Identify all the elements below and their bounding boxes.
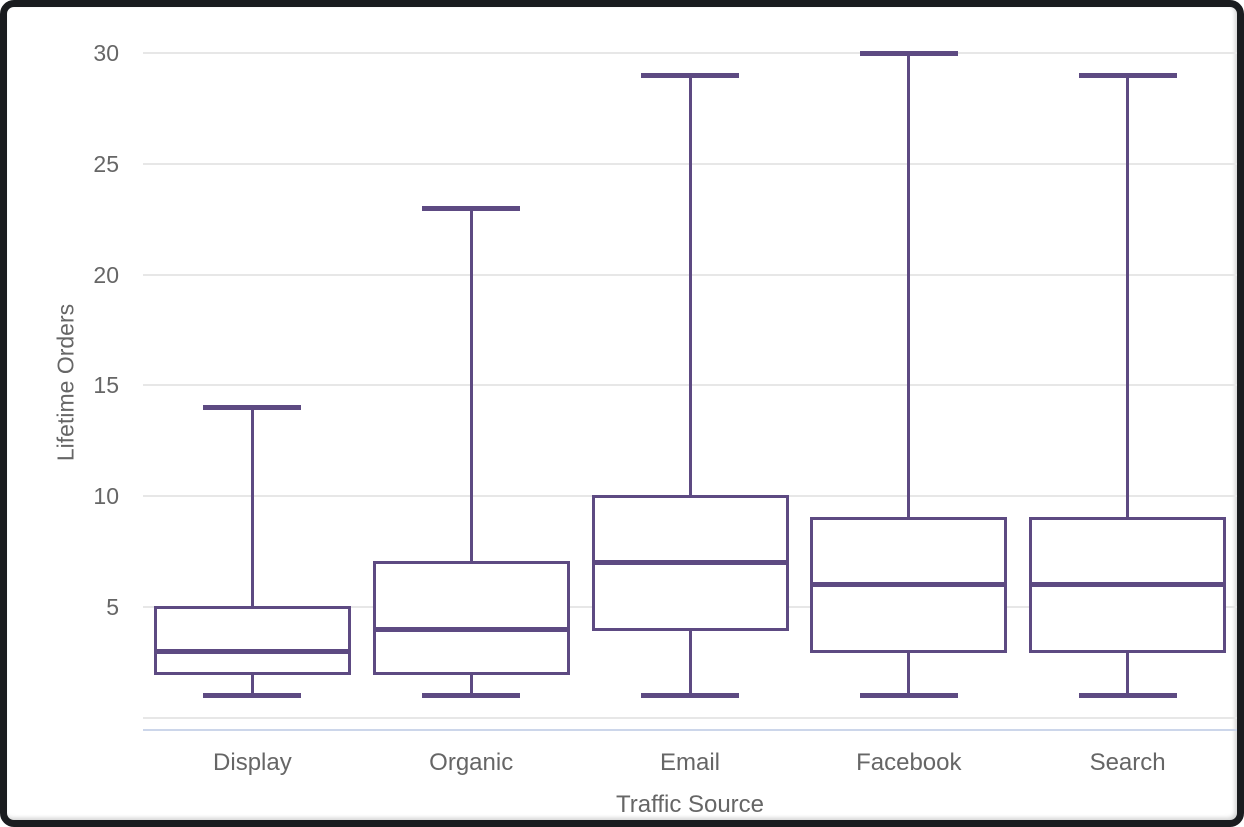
category-label-facebook: Facebook [856, 749, 962, 776]
x-axis-title: Traffic Source [615, 791, 765, 818]
whisker-cap-min-search [1078, 693, 1177, 699]
whisker-upper-display [250, 407, 254, 608]
whisker-cap-min-facebook [859, 693, 958, 699]
median-line-email [591, 560, 789, 566]
whisker-upper-organic [469, 208, 473, 563]
boxplot-email[interactable] [7, 7, 1237, 820]
category-label-display: Display [213, 749, 292, 776]
whisker-cap-max-email [641, 72, 739, 78]
y-tick-label-30: 30 [93, 40, 119, 66]
y-tick-label-25: 25 [93, 150, 119, 177]
whisker-lower-organic [469, 673, 473, 696]
y-axis-title: Lifetime Orders [52, 303, 79, 462]
y-tick-label-15: 15 [93, 372, 119, 399]
boxplot-chart: 5 10 15 20 25 30 Display Organic Email Facebook Se… [7, 7, 1237, 820]
whisker-upper-facebook [907, 53, 911, 519]
whisker-cap-max-facebook [859, 50, 958, 56]
median-line-facebook [810, 582, 1008, 588]
whisker-lower-facebook [907, 651, 911, 696]
boxplot-display[interactable] [7, 7, 1237, 820]
category-label-search: Search [1089, 749, 1166, 776]
category-label-organic: Organic [429, 749, 514, 776]
whisker-cap-max-organic [422, 205, 521, 211]
boxplot-search[interactable] [7, 7, 1237, 820]
whisker-lower-search [1126, 651, 1130, 696]
whisker-upper-search [1126, 75, 1130, 519]
whisker-cap-max-display [203, 405, 302, 411]
gridline-0 [143, 716, 1237, 719]
whisker-cap-min-email [641, 693, 739, 699]
box-body-display [153, 605, 351, 676]
median-line-display [153, 648, 351, 654]
whisker-cap-min-organic [422, 693, 521, 699]
whisker-upper-email [688, 75, 692, 497]
median-line-organic [372, 626, 570, 632]
boxplot-facebook[interactable] [7, 7, 1237, 820]
category-label-email: Email [659, 749, 720, 776]
whisker-cap-min-display [203, 693, 302, 699]
whisker-lower-display [250, 673, 254, 696]
box-body-organic [372, 561, 570, 676]
x-axis-line [143, 729, 1237, 731]
whisker-lower-email [688, 629, 692, 696]
y-tick-label-10: 10 [93, 483, 119, 510]
boxplot-organic[interactable] [7, 7, 1237, 820]
y-tick-label-5: 5 [106, 594, 119, 621]
median-line-search [1029, 582, 1227, 588]
whisker-cap-max-search [1078, 72, 1177, 78]
gridline-30 [143, 52, 1237, 54]
y-tick-label-20: 20 [93, 261, 119, 288]
